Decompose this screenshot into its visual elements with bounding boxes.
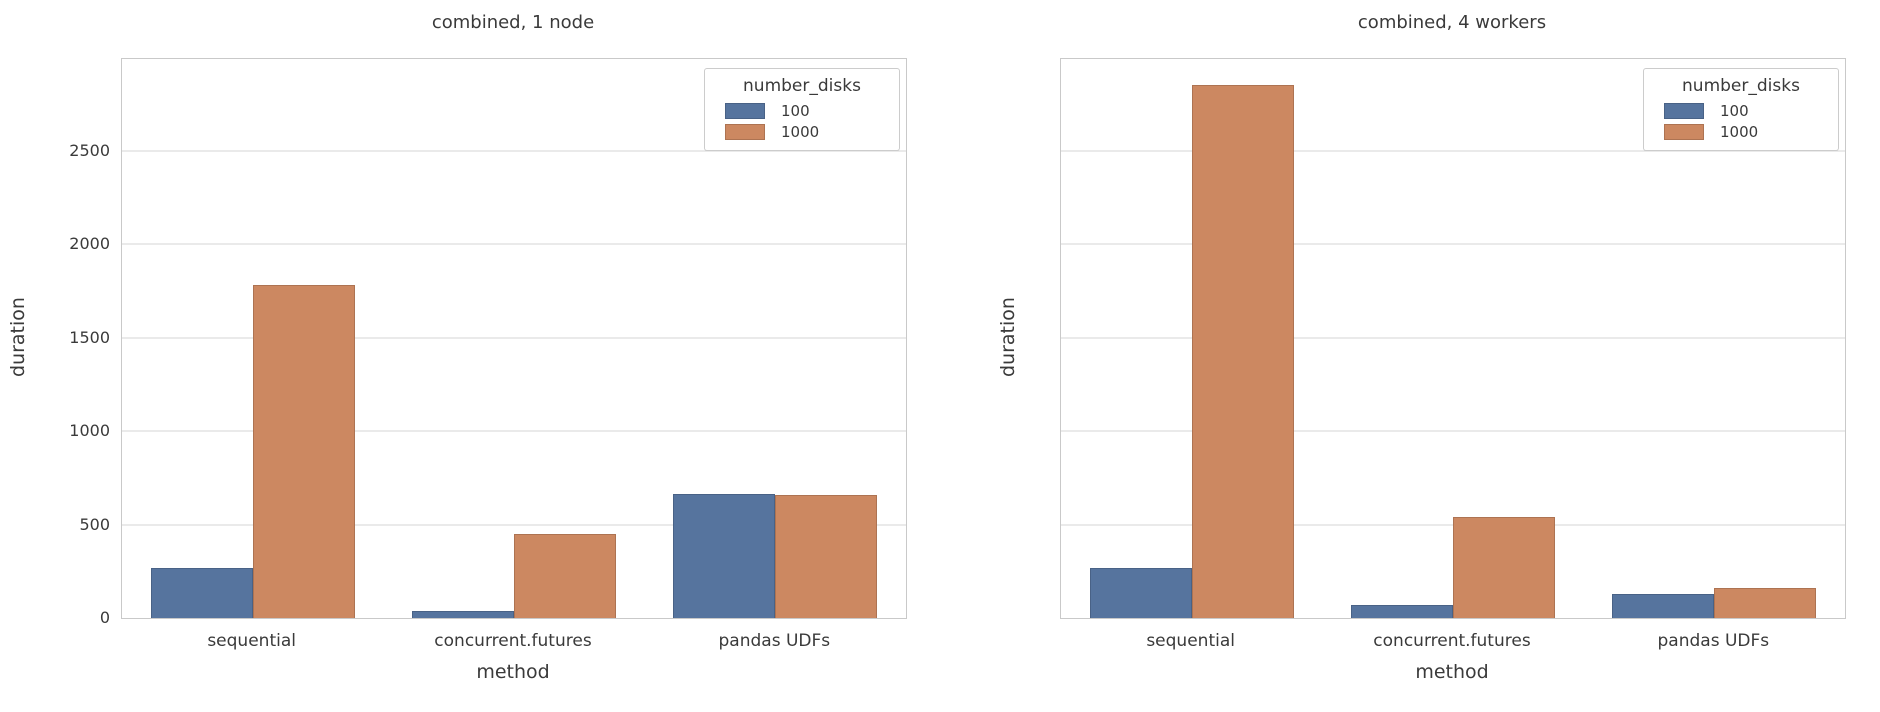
bar-group-concurrent-futures <box>383 59 644 618</box>
legend-entry-100: 100 <box>725 103 885 119</box>
bar-concurrent-futures-1000 <box>513 533 616 618</box>
bar-pandas-udfs-1000 <box>775 494 878 618</box>
bar-sequential-1000 <box>252 285 355 618</box>
bar-group-sequential <box>122 59 383 618</box>
gridline-1000 <box>122 430 906 432</box>
bar-sequential-1000 <box>1191 85 1294 618</box>
bar-groups <box>122 59 906 618</box>
legend-title: number_disks <box>1682 76 1800 96</box>
legend-entry-100: 100 <box>1664 103 1824 119</box>
plot-area-4-workers: number_disks 100 1000 <box>1060 58 1846 619</box>
x-tick-pandas-udfs: pandas UDFs <box>718 631 831 651</box>
legend-label-100: 100 <box>1720 101 1749 120</box>
legend-swatch-1000 <box>1664 124 1704 140</box>
y-tick-label-0: 0 <box>99 608 110 627</box>
chart-title-1-node: combined, 1 node <box>431 12 595 33</box>
gridline-2000 <box>1061 243 1845 245</box>
bar-pandas-udfs-100 <box>1612 593 1715 618</box>
y-tick-label-1000: 1000 <box>69 421 110 441</box>
y-axis-label-right: duration <box>997 297 1019 378</box>
x-axis-label-left: method <box>476 661 550 683</box>
bar-sequential-100 <box>1089 567 1192 618</box>
legend-swatch-100 <box>725 103 765 119</box>
x-tick-concurrent-futures: concurrent.futures <box>1373 631 1531 651</box>
bar-group-concurrent-futures <box>1322 59 1583 618</box>
legend: number_disks 100 1000 <box>1643 68 1839 151</box>
plot-area-1-node: number_disks 100 1000 0 500 1000 1500 2000 25… <box>69 58 907 626</box>
y-tick-label-2500: 2500 <box>69 140 110 160</box>
legend-entry-1000: 1000 <box>1664 124 1824 140</box>
bar-concurrent-futures-1000 <box>1452 517 1555 618</box>
bar-group-pandas-udfs <box>1584 59 1845 618</box>
bar-concurrent-futures-100 <box>1350 604 1453 618</box>
bar-sequential-100 <box>150 568 253 618</box>
gridline-2500 <box>1061 150 1845 152</box>
gridline-2000 <box>122 243 906 245</box>
gridline-2500 <box>122 150 906 152</box>
bar-group-sequential <box>1061 59 1322 618</box>
bar-pandas-udfs-1000 <box>1714 588 1817 618</box>
chart-title-4-workers: combined, 4 workers <box>1357 12 1547 33</box>
y-tick-label-1500: 1500 <box>69 327 110 347</box>
legend-title: number_disks <box>743 76 861 96</box>
gridline-1500 <box>122 337 906 339</box>
x-tick-sequential: sequential <box>207 631 296 651</box>
gridline-500 <box>122 524 906 526</box>
y-tick-label-2000: 2000 <box>69 234 110 254</box>
legend-entry-1000: 1000 <box>725 124 885 140</box>
y-tick-label-500: 500 <box>79 514 110 534</box>
x-tick-pandas-udfs: pandas UDFs <box>1657 631 1770 651</box>
x-tick-labels-left: sequential concurrent.futures pandas UDF… <box>121 631 905 653</box>
bar-concurrent-futures-100 <box>411 610 514 618</box>
gridline-1500 <box>1061 337 1845 339</box>
x-tick-concurrent-futures: concurrent.futures <box>434 631 592 651</box>
y-axis-label-left: duration <box>7 297 29 378</box>
x-tick-labels-right: sequential concurrent.futures pandas UDF… <box>1060 631 1844 653</box>
legend-label-100: 100 <box>781 101 810 120</box>
legend-label-1000: 1000 <box>781 122 820 141</box>
legend-swatch-100 <box>1664 103 1704 119</box>
bar-pandas-udfs-100 <box>673 493 776 618</box>
x-tick-sequential: sequential <box>1146 631 1235 651</box>
legend-swatch-1000 <box>725 124 765 140</box>
x-axis-label-right: method <box>1415 661 1489 683</box>
legend-label-1000: 1000 <box>1720 122 1759 141</box>
bar-groups <box>1061 59 1845 618</box>
legend: number_disks 100 1000 <box>704 68 900 151</box>
gridline-1000 <box>1061 430 1845 432</box>
bar-group-pandas-udfs <box>645 59 906 618</box>
